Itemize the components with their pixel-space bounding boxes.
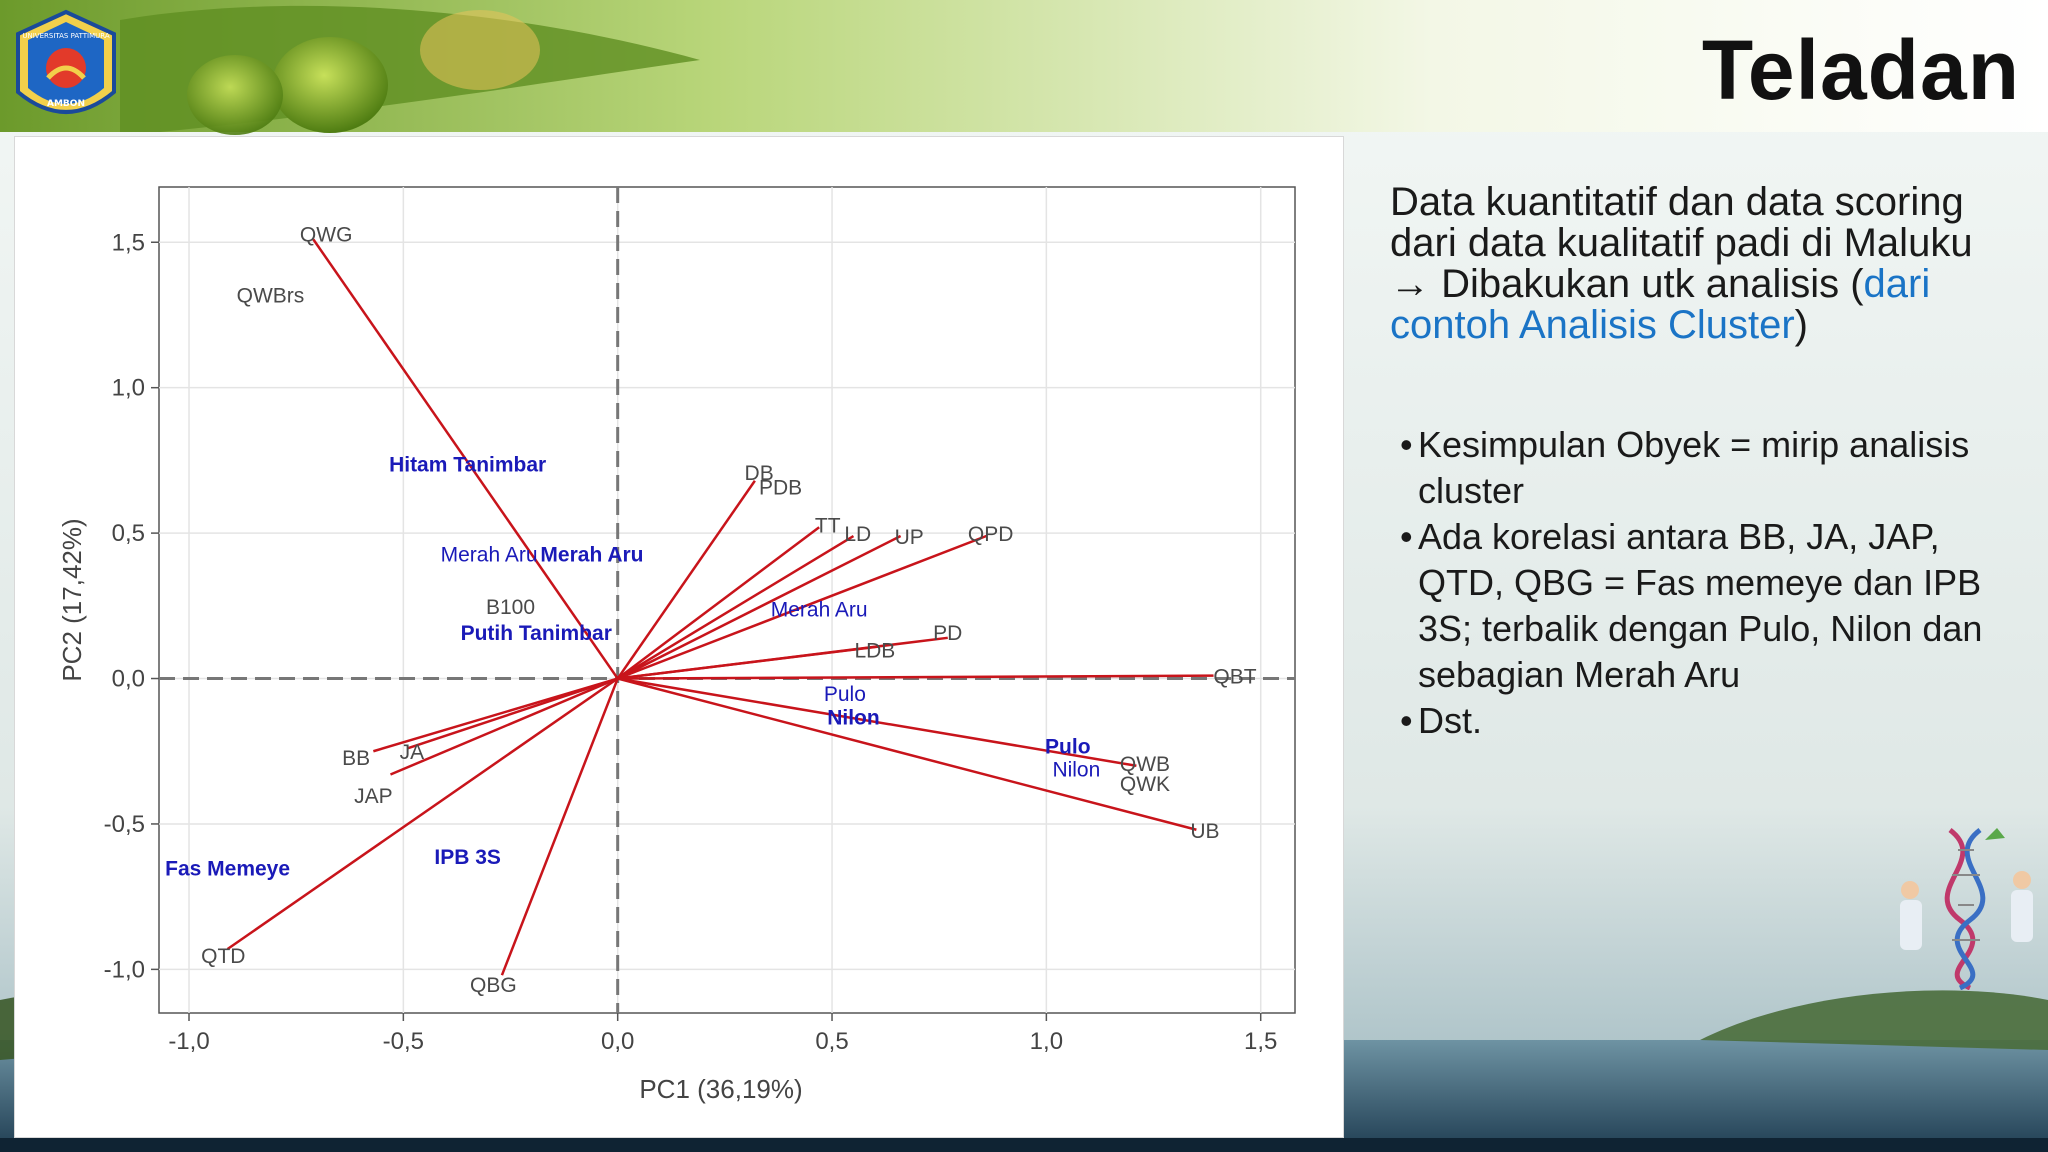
variable-label: QWK	[1120, 773, 1170, 796]
university-logo: UNIVERSITAS PATTIMURA AMBON	[16, 9, 116, 114]
vector-jap	[390, 677, 619, 776]
variable-label: QPD	[968, 523, 1014, 546]
observation-label: Merah Aru	[540, 543, 643, 566]
conclusion-list: Kesimpulan Obyek = mirip analisis cluste…	[1400, 422, 2030, 744]
variable-label: DB	[745, 462, 774, 485]
y-axis-title: PC2 (17,42%)	[57, 518, 87, 681]
plot-area	[158, 186, 1296, 1014]
observation-label: Nilon	[827, 706, 880, 729]
y-axis-ticks: -1,0 -0,5 0,0 0,5 1,0 1,5	[104, 229, 159, 983]
observation-label: Pulo	[1045, 735, 1091, 758]
y-tick-label: 0,5	[112, 520, 145, 547]
variable-label: QBT	[1213, 666, 1256, 689]
svg-text:UNIVERSITAS PATTIMURA: UNIVERSITAS PATTIMURA	[22, 32, 109, 40]
x-axis-title: PC1 (36,19%)	[639, 1074, 802, 1104]
variable-label: QBG	[470, 974, 517, 997]
observation-label: Nilon	[1052, 759, 1100, 782]
vector-ld	[617, 534, 855, 680]
y-tick-label: 1,5	[112, 229, 145, 256]
y-tick-label: -1,0	[104, 956, 145, 983]
arrow-icon: →	[1390, 262, 1430, 306]
vector-up	[617, 534, 902, 680]
y-tick-label: 1,0	[112, 375, 145, 402]
observation-label: Pulo	[824, 683, 866, 706]
variable-label: BB	[342, 747, 370, 770]
observation-label: Fas Memeye	[165, 858, 290, 881]
variable-label: UP	[895, 526, 924, 549]
variable-label: PD	[933, 622, 962, 645]
variable-label: QTD	[201, 945, 245, 968]
vector-tt	[616, 526, 820, 680]
loading-vectors	[226, 238, 1214, 976]
description-part1: Data kuantitatif dan data scoring dari d…	[1390, 180, 1973, 265]
variable-label: JAP	[354, 785, 393, 808]
description-part3: )	[1794, 303, 1808, 347]
x-tick-label: 0,0	[601, 1028, 634, 1055]
variable-label: JA	[400, 741, 425, 764]
variable-label: LDB	[854, 639, 895, 662]
vector-qbt	[617, 674, 1214, 680]
x-tick-label: -1,0	[168, 1028, 209, 1055]
observation-label: Hitam Tanimbar	[389, 453, 546, 476]
variable-label: PDB	[759, 477, 802, 500]
observation-label: IPB 3S	[434, 846, 501, 869]
vector-qwb	[617, 677, 1137, 768]
biplot-panel: QWG QWBrs DB PDB TT LD UP QPD B100 PD LDB QBT QWB QWK…	[14, 136, 1344, 1138]
variable-label: QWB	[1120, 753, 1170, 776]
x-tick-label: 1,5	[1244, 1028, 1277, 1055]
description-part2: Dibakukan utk analisis (	[1430, 262, 1864, 306]
vector-qpd	[617, 534, 987, 680]
svg-text:AMBON: AMBON	[47, 99, 85, 109]
vector-qtd	[226, 677, 619, 951]
variable-label: QWBrs	[237, 285, 305, 308]
bullet-conclusion: Kesimpulan Obyek = mirip analisis cluste…	[1400, 422, 2030, 514]
variable-label: TT	[815, 514, 841, 537]
vector-db	[616, 480, 756, 680]
variable-label: B100	[486, 596, 535, 619]
vector-qbg	[500, 678, 619, 976]
observation-label: Putih Tanimbar	[461, 622, 612, 645]
vector-bb	[372, 677, 619, 753]
y-tick-label: -0,5	[104, 811, 145, 838]
variable-label: LD	[844, 523, 871, 546]
dna-scientists-illustration	[1900, 828, 2033, 990]
vector-ub	[617, 677, 1197, 831]
y-tick-label: 0,0	[112, 666, 145, 693]
vector-ldb	[617, 645, 880, 680]
observation-label: Merah Aru	[441, 543, 538, 566]
bullet-correlation: Ada korelasi antara BB, JA, JAP, QTD, QB…	[1400, 514, 2030, 698]
cluster-analysis-reference: dari contoh Analisis Cluster	[1390, 262, 1931, 347]
slide-title: Teladan	[1701, 23, 2020, 117]
variable-label: UB	[1190, 820, 1219, 843]
observation-label: Merah Aru	[771, 599, 868, 622]
description-text: Data kuantitatif dan data scoring dari d…	[1390, 182, 2030, 346]
vector-qwg	[312, 238, 619, 680]
x-tick-label: -0,5	[383, 1028, 424, 1055]
x-tick-label: 0,5	[815, 1028, 848, 1055]
vector-ja	[407, 677, 619, 750]
variable-label: QWG	[300, 224, 353, 247]
bullet-etc: Dst.	[1400, 698, 2030, 744]
x-tick-label: 1,0	[1030, 1028, 1063, 1055]
x-axis-ticks: -1,0 -0,5 0,0 0,5 1,0 1,5	[168, 1013, 1277, 1055]
